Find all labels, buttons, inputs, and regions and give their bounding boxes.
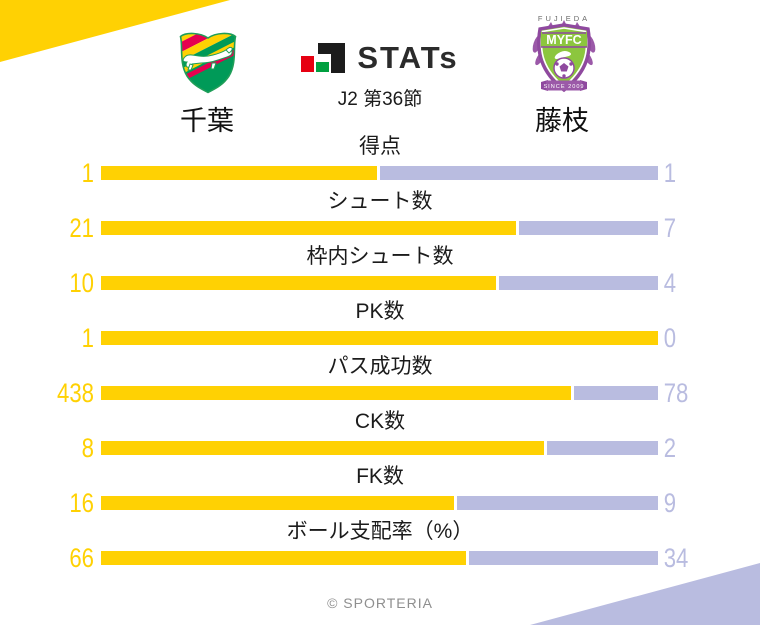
stat-label: 枠内シュート数	[306, 245, 454, 268]
j-stats-wordmark: STATs	[357, 40, 459, 75]
j-stats-bar-chart-icon	[301, 43, 346, 73]
copyright-text: © SPORTERIA	[327, 595, 433, 611]
away-value: 9	[663, 488, 677, 518]
home-bar-segment	[101, 276, 496, 290]
stats-comparison-chart: 得点 1 1 シュート数 21 7 枠内シュート数	[0, 128, 760, 573]
fujieda-myfc-crest: FUJIEDA MYFC SINCE 2009	[532, 14, 596, 93]
stat-label: 得点	[359, 135, 401, 158]
away-value: 4	[663, 268, 677, 298]
away-bar-segment	[468, 551, 658, 565]
jef-united-chiba-crest	[179, 32, 237, 94]
crest-banner: SINCE 2009	[541, 80, 587, 91]
home-bar-segment	[101, 441, 544, 455]
home-team-name: 千葉	[180, 106, 234, 136]
stat-row-possession: ボール支配率（%） 66 34	[0, 513, 760, 573]
home-bar-segment	[101, 386, 571, 400]
away-value: 0	[663, 323, 677, 353]
stat-bar	[101, 441, 658, 455]
stat-row-shots: シュート数 21 7	[0, 183, 760, 243]
crest-banner-text: SINCE 2009	[543, 84, 584, 90]
stat-bar	[101, 221, 658, 235]
away-value: 1	[663, 158, 677, 188]
stat-label: FK数	[356, 465, 404, 488]
home-value: 10	[69, 268, 94, 298]
corner-decoration-bottom-right	[530, 563, 760, 625]
away-value: 7	[663, 213, 677, 243]
home-value: 8	[81, 433, 94, 463]
home-value: 66	[69, 543, 94, 573]
stat-row-goals: 得点 1 1	[0, 128, 760, 188]
away-bar-segment	[498, 276, 658, 290]
stat-row-passes: パス成功数 438 78	[0, 348, 760, 408]
stat-row-free-kicks: FK数 16 9	[0, 458, 760, 518]
home-bar-segment	[101, 331, 658, 345]
stat-label: パス成功数	[327, 355, 433, 378]
home-bar-segment	[101, 551, 466, 565]
stat-bar	[101, 166, 658, 180]
crest-band-text: MYFC	[546, 33, 581, 47]
stat-row-shots-on-target: 枠内シュート数 10 4	[0, 238, 760, 298]
away-team-name: 藤枝	[535, 106, 589, 136]
away-bar-segment	[546, 441, 658, 455]
bird-icon	[554, 51, 571, 59]
home-bar-segment	[101, 221, 516, 235]
home-value: 1	[81, 323, 94, 353]
stat-bar	[101, 331, 658, 345]
stat-label: CK数	[354, 410, 406, 433]
stat-row-penalties: PK数 1 0	[0, 293, 760, 353]
stat-bar	[101, 551, 658, 565]
away-bar-segment	[518, 221, 658, 235]
home-bar-segment	[101, 496, 455, 510]
away-value: 78	[663, 378, 689, 408]
dog-icon	[182, 46, 233, 71]
crest-top-text: FUJIEDA	[538, 14, 590, 23]
stat-label: PK数	[355, 300, 405, 323]
home-bar-segment	[101, 166, 377, 180]
stat-row-corners: CK数 8 2	[0, 403, 760, 463]
away-value: 2	[663, 433, 677, 463]
competition-round-label: J2 第36節	[337, 89, 423, 110]
stat-bar	[101, 386, 658, 400]
stat-label: シュート数	[327, 190, 433, 213]
stat-label: ボール支配率（%）	[286, 520, 474, 543]
home-value: 21	[69, 213, 94, 243]
away-bar-segment	[379, 166, 658, 180]
stat-bar	[101, 496, 658, 510]
home-value: 1	[81, 158, 94, 188]
away-bar-segment	[457, 496, 658, 510]
home-value: 16	[69, 488, 94, 518]
away-value: 34	[663, 543, 689, 573]
home-value: 438	[57, 378, 94, 408]
j-stats-logo: STATs	[0, 40, 760, 76]
stat-bar	[101, 276, 658, 290]
away-bar-segment	[573, 386, 658, 400]
